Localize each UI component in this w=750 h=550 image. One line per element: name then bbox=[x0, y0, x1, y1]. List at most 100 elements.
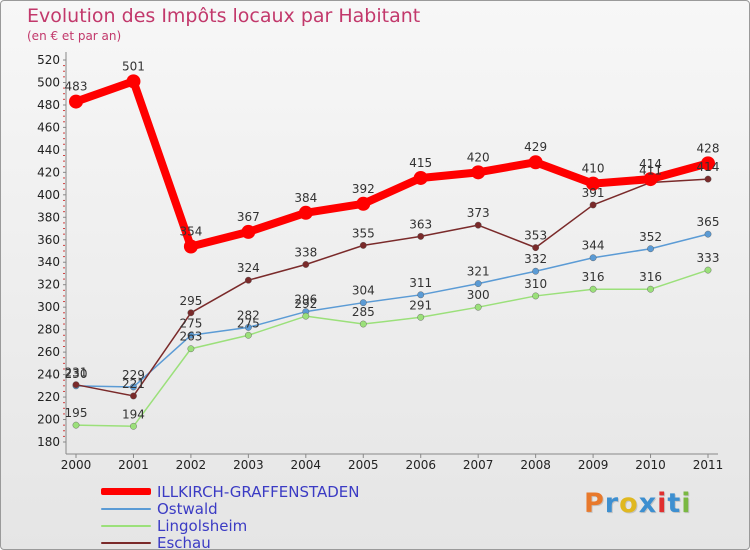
legend-swatch bbox=[101, 541, 151, 544]
series-line bbox=[75, 269, 709, 428]
data-label: 291 bbox=[409, 298, 432, 312]
y-minor-tick bbox=[63, 357, 65, 359]
chart-title: Evolution des Impôts locaux par Habitant bbox=[27, 5, 421, 27]
data-label: 391 bbox=[582, 186, 605, 200]
data-point bbox=[643, 172, 658, 187]
y-minor-tick bbox=[63, 138, 65, 140]
data-point bbox=[704, 230, 712, 238]
x-tick-label: 2011 bbox=[693, 458, 724, 472]
data-label: 414 bbox=[697, 160, 720, 174]
data-point bbox=[417, 291, 425, 299]
legend-label: Eschau bbox=[157, 533, 211, 550]
data-point bbox=[359, 299, 367, 307]
y-minor-tick bbox=[63, 301, 65, 303]
y-minor-tick bbox=[63, 76, 65, 78]
data-label: 483 bbox=[65, 80, 88, 94]
data-label: 195 bbox=[65, 406, 88, 420]
y-minor-tick bbox=[63, 272, 65, 274]
data-point bbox=[302, 261, 310, 268]
data-label: 414 bbox=[639, 157, 662, 171]
legend-label: ILLKIRCH-GRAFFENSTADEN bbox=[157, 482, 360, 501]
proxiti-logo: Proxiti bbox=[584, 488, 692, 519]
y-minor-tick bbox=[63, 430, 65, 432]
data-point bbox=[413, 170, 428, 185]
y-minor-tick bbox=[63, 244, 65, 246]
data-point bbox=[417, 313, 425, 321]
data-point bbox=[187, 309, 195, 317]
legend-label: Ostwald bbox=[157, 499, 218, 518]
y-minor-tick bbox=[63, 115, 65, 117]
legend-item: Lingolsheim bbox=[101, 517, 359, 535]
data-point bbox=[187, 345, 195, 353]
data-point bbox=[244, 276, 252, 284]
data-point bbox=[471, 165, 486, 180]
x-tick-label: 2009 bbox=[578, 458, 609, 472]
data-label: 363 bbox=[409, 217, 432, 231]
data-point bbox=[72, 421, 80, 429]
y-minor-tick bbox=[63, 402, 65, 404]
y-tick-label: 260 bbox=[37, 345, 60, 359]
data-point bbox=[187, 331, 195, 339]
data-label: 292 bbox=[294, 297, 317, 311]
y-minor-tick bbox=[63, 334, 65, 336]
x-tick-label: 2006 bbox=[405, 458, 436, 472]
data-label: 275 bbox=[237, 316, 260, 330]
data-label: 410 bbox=[582, 162, 605, 176]
legend-item: ILLKIRCH-GRAFFENSTADEN bbox=[101, 482, 360, 501]
x-tick-label: 2008 bbox=[520, 458, 551, 472]
y-minor-tick bbox=[63, 278, 65, 280]
data-label: 354 bbox=[179, 225, 202, 239]
y-minor-tick bbox=[63, 256, 65, 258]
y-minor-tick bbox=[63, 93, 65, 95]
y-minor-tick bbox=[63, 312, 65, 314]
y-tick-label: 360 bbox=[37, 233, 60, 247]
data-point bbox=[647, 285, 654, 293]
data-label: 311 bbox=[409, 276, 432, 290]
data-label: 194 bbox=[122, 407, 145, 421]
y-minor-tick bbox=[63, 413, 65, 415]
y-tick-label: 320 bbox=[37, 278, 60, 292]
data-point bbox=[474, 303, 482, 311]
y-minor-tick bbox=[63, 362, 65, 364]
x-tick-label: 2000 bbox=[61, 458, 92, 472]
x-tick-label: 2003 bbox=[233, 458, 264, 472]
data-point bbox=[244, 331, 252, 339]
data-label: 275 bbox=[179, 316, 202, 330]
data-label: 324 bbox=[237, 261, 260, 275]
data-label: 428 bbox=[697, 141, 720, 155]
data-label: 231 bbox=[65, 366, 88, 380]
data-label: 338 bbox=[294, 245, 317, 259]
y-minor-tick bbox=[63, 346, 65, 347]
y-minor-tick bbox=[63, 166, 65, 168]
y-minor-tick bbox=[63, 177, 65, 179]
data-point bbox=[130, 422, 137, 430]
y-minor-tick bbox=[63, 340, 65, 342]
y-minor-tick bbox=[63, 267, 65, 269]
y-minor-tick bbox=[63, 143, 65, 145]
data-point bbox=[589, 285, 597, 293]
legend-swatch bbox=[101, 524, 151, 527]
y-minor-tick bbox=[63, 368, 65, 370]
y-minor-tick bbox=[63, 183, 65, 185]
legend-item: Eschau bbox=[101, 533, 359, 550]
data-point bbox=[359, 320, 367, 328]
data-label: 263 bbox=[179, 330, 202, 344]
data-label: 221 bbox=[122, 377, 145, 391]
data-label: 230 bbox=[65, 367, 88, 381]
data-point bbox=[356, 196, 371, 211]
y-minor-tick bbox=[63, 188, 65, 190]
data-label: 316 bbox=[582, 270, 605, 284]
data-label: 365 bbox=[697, 215, 720, 229]
data-label: 353 bbox=[524, 229, 547, 243]
y-minor-tick bbox=[63, 323, 65, 325]
data-label: 285 bbox=[352, 305, 375, 319]
y-minor-tick bbox=[63, 87, 65, 89]
data-label: 415 bbox=[409, 156, 432, 170]
data-label: 429 bbox=[524, 140, 547, 154]
y-tick-label: 500 bbox=[37, 75, 60, 89]
y-tick-label: 240 bbox=[37, 368, 60, 382]
data-point bbox=[701, 156, 715, 171]
data-point bbox=[183, 239, 198, 254]
